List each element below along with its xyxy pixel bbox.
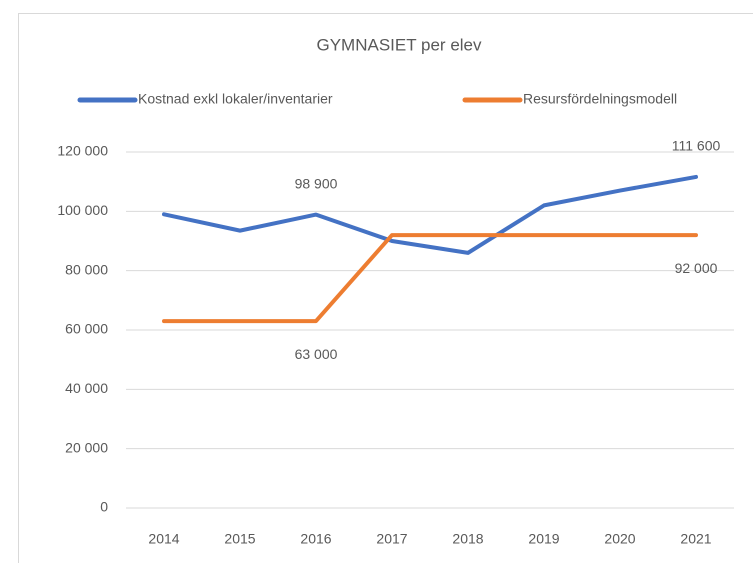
y-tick-label: 80 000 [65, 261, 108, 277]
y-tick-label: 100 000 [57, 202, 108, 218]
data-label: 98 900 [295, 175, 338, 191]
y-tick-label: 40 000 [65, 380, 108, 396]
x-tick-label: 2015 [224, 531, 255, 547]
chart-title: GYMNASIET per elev [316, 35, 482, 54]
y-tick-label: 60 000 [65, 321, 108, 337]
x-tick-label: 2018 [452, 531, 483, 547]
x-tick-label: 2021 [680, 531, 711, 547]
data-label: 92 000 [675, 260, 718, 276]
y-tick-label: 0 [100, 499, 108, 515]
x-tick-label: 2016 [300, 531, 331, 547]
data-label: 111 600 [672, 138, 721, 154]
series-line [162, 233, 698, 324]
x-tick-label: 2019 [528, 531, 559, 547]
legend-label: Kostnad exkl lokaler/inventarier [138, 91, 333, 107]
x-tick-label: 2014 [148, 531, 179, 547]
legend-label: Resursfördelningsmodell [523, 91, 677, 107]
series-line [162, 174, 698, 255]
data-label: 63 000 [295, 346, 338, 362]
x-tick-label: 2017 [376, 531, 407, 547]
y-tick-label: 120 000 [57, 143, 108, 159]
x-tick-label: 2020 [604, 531, 635, 547]
chart-frame [18, 13, 753, 563]
y-tick-label: 20 000 [65, 439, 108, 455]
